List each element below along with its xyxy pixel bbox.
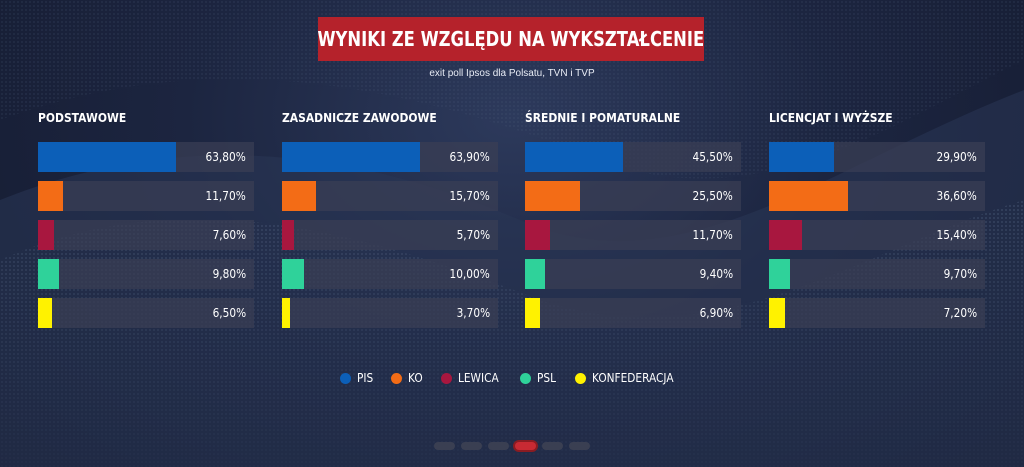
bar-track: 3,70% xyxy=(282,298,498,328)
title-banner: WYNIKI ZE WZGLĘDU NA WYKSZTAŁCENIE xyxy=(318,17,704,61)
legend-dot-icon xyxy=(440,372,452,384)
legend-dot-icon xyxy=(574,372,586,384)
legend-item: KO xyxy=(391,371,425,385)
bar-konfederacja xyxy=(525,298,540,328)
pagination-dot[interactable] xyxy=(434,442,455,450)
pagination-dot[interactable] xyxy=(515,442,536,450)
bar-track: 29,90% xyxy=(769,142,985,172)
bar-konfederacja xyxy=(38,298,53,328)
bar-track: 9,80% xyxy=(38,259,254,289)
bar-konfederacja xyxy=(282,298,290,328)
bar-track: 7,60% xyxy=(38,220,254,250)
bar-pis xyxy=(769,142,834,172)
bar-lewica xyxy=(282,220,295,250)
group-title: PODSTAWOWE xyxy=(38,110,127,125)
bar-psl xyxy=(525,259,546,289)
bar-value-label: 63,90% xyxy=(449,150,490,164)
legend-label: PSL xyxy=(537,371,556,385)
bar-value-label: 6,90% xyxy=(699,306,733,320)
legend: PIS KO LEWICA PSL KONFEDERACJA xyxy=(0,370,1024,386)
chart-title: WYNIKI ZE WZGLĘDU NA WYKSZTAŁCENIE xyxy=(317,27,705,51)
bar-value-label: 45,50% xyxy=(692,150,733,164)
bar-track: 11,70% xyxy=(525,220,741,250)
bar-track: 15,70% xyxy=(282,181,498,211)
group-title: ZASADNICZE ZAWODOWE xyxy=(282,110,437,125)
bar-ko xyxy=(525,181,581,211)
bar-value-label: 15,40% xyxy=(936,228,977,242)
bar-value-label: 63,80% xyxy=(205,150,246,164)
bar-track: 11,70% xyxy=(38,181,254,211)
pagination-dot[interactable] xyxy=(488,442,509,450)
bar-value-label: 25,50% xyxy=(692,189,733,203)
bar-track: 15,40% xyxy=(769,220,985,250)
bar-track: 25,50% xyxy=(525,181,741,211)
legend-label: KO xyxy=(408,371,423,385)
bar-group: LICENCJAT I WYŻSZE 29,90% 36,60% 15,40% 9,70… xyxy=(769,108,985,328)
bar-track: 7,20% xyxy=(769,298,985,328)
legend-item: PIS xyxy=(339,371,375,385)
legend-item: LEWICA xyxy=(440,371,504,385)
bar-value-label: 9,70% xyxy=(943,267,977,281)
legend-item: PSL xyxy=(520,371,559,385)
pagination-dot[interactable] xyxy=(569,442,590,450)
bar-ko xyxy=(769,181,849,211)
bar-track: 6,90% xyxy=(525,298,741,328)
bar-track: 9,40% xyxy=(525,259,741,289)
bar-track: 6,50% xyxy=(38,298,254,328)
bar-track: 10,00% xyxy=(282,259,498,289)
chart-subtitle: exit poll Ipsos dla Polsatu, TVN i TVP xyxy=(429,68,595,79)
bar-value-label: 29,90% xyxy=(936,150,977,164)
bar-psl xyxy=(769,259,790,289)
pagination xyxy=(0,442,1024,450)
group-title: ŚREDNIE I POMATURALNE xyxy=(525,110,681,125)
bar-track: 63,90% xyxy=(282,142,498,172)
bar-psl xyxy=(282,259,304,289)
bar-value-label: 11,70% xyxy=(692,228,733,242)
group-title: LICENCJAT I WYŻSZE xyxy=(769,110,893,125)
pagination-dot[interactable] xyxy=(461,442,482,450)
bar-track: 45,50% xyxy=(525,142,741,172)
bar-value-label: 7,60% xyxy=(212,228,246,242)
legend-label: PIS xyxy=(356,371,373,385)
bar-value-label: 9,80% xyxy=(212,267,246,281)
bar-value-label: 36,60% xyxy=(936,189,977,203)
bar-track: 63,80% xyxy=(38,142,254,172)
legend-dot-icon xyxy=(520,372,532,384)
bar-lewica xyxy=(38,220,55,250)
bar-track: 9,70% xyxy=(769,259,985,289)
bar-value-label: 5,70% xyxy=(456,228,490,242)
legend-dot-icon xyxy=(391,372,403,384)
bar-psl xyxy=(38,259,60,289)
legend-dot-icon xyxy=(339,372,351,384)
legend-item: KONFEDERACJA xyxy=(574,371,685,385)
bar-value-label: 6,50% xyxy=(212,306,246,320)
bar-group: PODSTAWOWE 63,80% 11,70% 7,60% 9,80% 6,50% xyxy=(38,108,254,328)
bar-ko xyxy=(282,181,316,211)
bar-value-label: 3,70% xyxy=(456,306,490,320)
legend-label: LEWICA xyxy=(457,371,499,385)
bar-value-label: 11,70% xyxy=(205,189,246,203)
bar-value-label: 9,40% xyxy=(699,267,733,281)
bar-value-label: 15,70% xyxy=(449,189,490,203)
bar-track: 5,70% xyxy=(282,220,498,250)
bar-pis xyxy=(525,142,624,172)
pagination-dot[interactable] xyxy=(542,442,563,450)
legend-label: KONFEDERACJA xyxy=(591,371,674,385)
bar-group: ŚREDNIE I POMATURALNE 45,50% 25,50% 11,70% 9… xyxy=(525,108,741,328)
bar-konfederacja xyxy=(769,298,785,328)
bar-value-label: 7,20% xyxy=(943,306,977,320)
bar-lewica xyxy=(769,220,803,250)
bar-lewica xyxy=(525,220,551,250)
bar-track: 36,60% xyxy=(769,181,985,211)
bar-pis xyxy=(282,142,421,172)
bar-ko xyxy=(38,181,64,211)
bar-pis xyxy=(38,142,176,172)
bar-value-label: 10,00% xyxy=(449,267,490,281)
bar-group: ZASADNICZE ZAWODOWE 63,90% 15,70% 5,70% 10,0… xyxy=(282,108,498,328)
